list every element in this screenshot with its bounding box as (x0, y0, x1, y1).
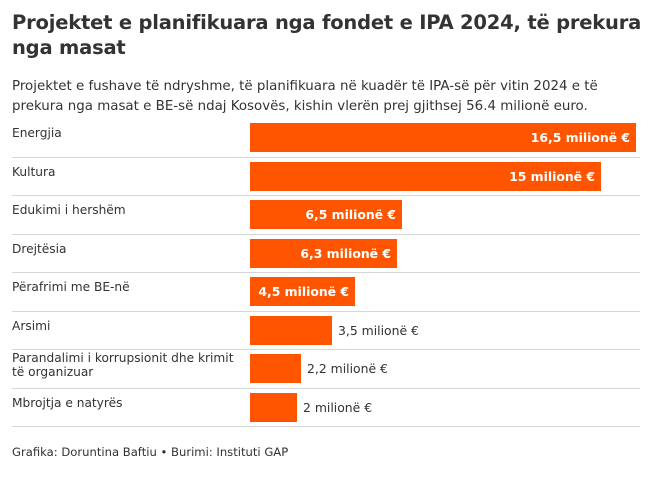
chart-row: Arsimi 3,5 milionë € (0, 312, 640, 350)
bar-value-label: 16,5 milionë € (530, 130, 630, 145)
bar-value-label: 4,5 milionë € (258, 284, 349, 299)
bar-value-label: 15 milionë € (509, 168, 595, 184)
bar (250, 354, 301, 383)
category-label: Përafrimi me BE-në (12, 280, 130, 294)
row-divider (12, 426, 640, 427)
bar-value-label: 6,3 milionë € (300, 245, 391, 261)
chart-source: Grafika: Doruntina Baftiu • Burimi: Inst… (12, 445, 289, 459)
chart-row: Kultura 15 milionë € (0, 158, 640, 196)
chart-row: Energjia 16,5 milionë € (0, 119, 640, 158)
bar (250, 123, 636, 152)
bar (250, 200, 402, 229)
category-label: Kultura (12, 164, 56, 179)
bar-value-label: 3,5 milionë € (338, 322, 419, 338)
category-label: Mbrojtja e natyrës (12, 395, 123, 410)
bar-chart: Energjia 16,5 milionë € Kultura 15 milionë … (0, 119, 654, 433)
bar (250, 315, 332, 345)
chart-title: Projektet e planifikuara nga fondet e IP… (12, 11, 642, 59)
bar (250, 238, 397, 268)
bar-value-label: 2 milionë € (303, 399, 373, 415)
row-divider (12, 349, 640, 350)
category-label: Energjia (12, 126, 62, 140)
chart-row: Edukimi i hershëm 6,5 milionë € (0, 196, 640, 235)
bar-value-label: 2,2 milionë € (307, 361, 388, 376)
category-label: Drejtësia (12, 241, 67, 256)
bar (250, 277, 355, 306)
row-divider (12, 233, 640, 235)
row-divider (12, 195, 640, 196)
bar-value-label: 6,5 milionë € (305, 207, 396, 222)
chart-row: Parandalimi i korrupsionit dhe krimit të… (0, 350, 640, 389)
row-divider (12, 272, 640, 273)
category-label: Edukimi i hershëm (12, 203, 126, 217)
category-label: Parandalimi i korrupsionit dhe krimit të… (12, 351, 234, 379)
chart-row: Drejtësia 6,3 milionë € (0, 235, 640, 273)
chart-row: Mbrojtja e natyrës 2 milionë € (0, 389, 640, 427)
row-divider (12, 156, 640, 158)
bar (250, 161, 601, 191)
chart-row: Përafrimi me BE-në 4,5 milionë € (0, 273, 640, 312)
row-divider (12, 387, 640, 389)
category-label: Arsimi (12, 318, 51, 333)
bar (250, 392, 297, 422)
row-divider (12, 310, 640, 312)
chart-subtitle: Projektet e fushave të ndryshme, të plan… (12, 79, 598, 114)
